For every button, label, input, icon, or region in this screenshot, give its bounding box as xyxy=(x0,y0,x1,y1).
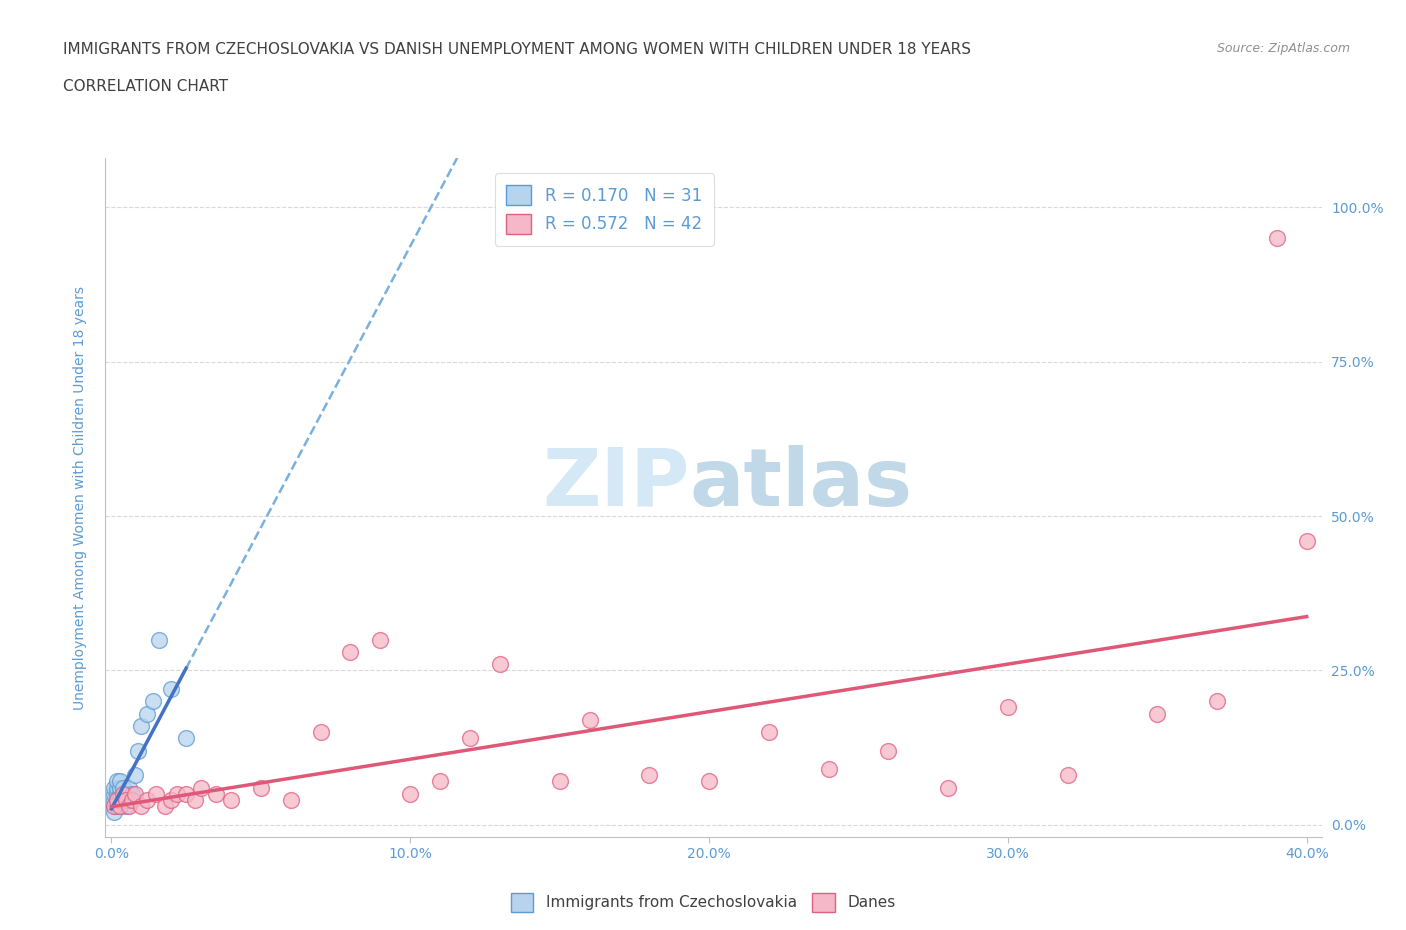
Point xyxy=(578,712,600,727)
Point xyxy=(107,792,129,807)
Point xyxy=(166,787,188,802)
Legend: R = 0.170   N = 31, R = 0.572   N = 42: R = 0.170 N = 31, R = 0.572 N = 42 xyxy=(495,173,714,246)
Point xyxy=(160,792,183,807)
Text: ZIP: ZIP xyxy=(541,445,689,523)
Point xyxy=(110,799,132,814)
Point xyxy=(110,787,132,802)
Point xyxy=(1295,533,1317,548)
Point xyxy=(250,780,273,795)
Text: Source: ZipAtlas.com: Source: ZipAtlas.com xyxy=(1216,42,1350,55)
Point xyxy=(115,792,138,807)
Point xyxy=(877,743,900,758)
Point xyxy=(103,780,125,795)
Point xyxy=(174,787,197,802)
Point xyxy=(110,792,132,807)
Point xyxy=(936,780,959,795)
Point xyxy=(103,804,125,819)
Point xyxy=(103,792,125,807)
Point xyxy=(136,706,159,721)
Point xyxy=(190,780,212,795)
Point xyxy=(121,792,143,807)
Point xyxy=(107,799,129,814)
Point xyxy=(112,787,135,802)
Point xyxy=(110,780,132,795)
Point xyxy=(107,780,129,795)
Point xyxy=(339,644,361,659)
Point xyxy=(115,799,138,814)
Point xyxy=(107,792,129,807)
Point xyxy=(205,787,228,802)
Point xyxy=(118,799,141,814)
Point xyxy=(399,787,422,802)
Point xyxy=(145,787,167,802)
Point xyxy=(124,768,146,783)
Point xyxy=(131,799,153,814)
Point xyxy=(758,724,780,739)
Point xyxy=(112,787,135,802)
Point xyxy=(112,792,135,807)
Point xyxy=(131,719,153,734)
Point xyxy=(489,657,512,671)
Point xyxy=(309,724,332,739)
Point xyxy=(370,632,392,647)
Point xyxy=(103,787,125,802)
Text: CORRELATION CHART: CORRELATION CHART xyxy=(63,79,228,94)
Point xyxy=(1265,231,1288,246)
Point xyxy=(219,792,242,807)
Point xyxy=(638,768,661,783)
Y-axis label: Unemployment Among Women with Children Under 18 years: Unemployment Among Women with Children U… xyxy=(73,286,87,710)
Point xyxy=(1206,694,1229,709)
Legend: Immigrants from Czechoslovakia, Danes: Immigrants from Czechoslovakia, Danes xyxy=(505,887,901,918)
Point xyxy=(110,799,132,814)
Point xyxy=(160,682,183,697)
Point xyxy=(136,792,159,807)
Point xyxy=(997,700,1019,715)
Point xyxy=(124,787,146,802)
Point xyxy=(429,774,451,789)
Point xyxy=(103,799,125,814)
Point xyxy=(112,780,135,795)
Point xyxy=(174,731,197,746)
Point xyxy=(1056,768,1078,783)
Point xyxy=(148,632,170,647)
Point xyxy=(107,787,129,802)
Point xyxy=(118,792,141,807)
Point xyxy=(817,762,839,777)
Point xyxy=(127,743,149,758)
Point xyxy=(110,774,132,789)
Point xyxy=(115,787,138,802)
Point xyxy=(118,780,141,795)
Point xyxy=(155,799,177,814)
Point xyxy=(697,774,720,789)
Text: IMMIGRANTS FROM CZECHOSLOVAKIA VS DANISH UNEMPLOYMENT AMONG WOMEN WITH CHILDREN : IMMIGRANTS FROM CZECHOSLOVAKIA VS DANISH… xyxy=(63,42,972,57)
Point xyxy=(548,774,571,789)
Point xyxy=(1146,706,1168,721)
Point xyxy=(280,792,302,807)
Point xyxy=(121,787,143,802)
Text: atlas: atlas xyxy=(689,445,912,523)
Point xyxy=(107,774,129,789)
Point xyxy=(458,731,481,746)
Point xyxy=(142,694,165,709)
Point xyxy=(103,799,125,814)
Point xyxy=(184,792,207,807)
